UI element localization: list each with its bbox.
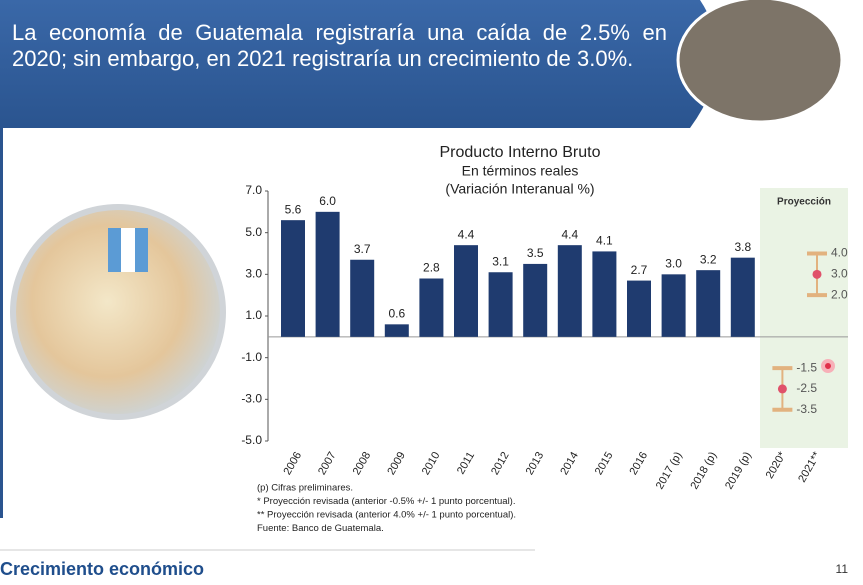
x-tick-label: 2018 (p) (688, 450, 719, 491)
bar-label: 0.6 (388, 307, 405, 321)
chart-subtitle: En términos reales (462, 163, 579, 179)
projection-value: 3.0 (831, 267, 848, 281)
bar (454, 245, 478, 337)
x-tick-label: 2009 (385, 450, 408, 477)
bar (315, 211, 340, 337)
bar-label: 3.2 (700, 252, 717, 266)
note: Fuente: Banco de Guatemala. (257, 523, 384, 534)
bar-label: 2.8 (423, 261, 440, 275)
note: (p) Cifras preliminares. (257, 483, 353, 494)
bar (661, 274, 686, 337)
bar (557, 245, 582, 337)
bar-label: 4.4 (458, 227, 475, 241)
x-tick-label: 2013 (524, 450, 547, 477)
bar-label: 2.7 (631, 263, 648, 277)
projection-value: -3.5 (796, 402, 817, 416)
x-tick-label: 2006 (281, 450, 304, 477)
y-tick-label: 3.0 (245, 267, 262, 281)
map-image (10, 204, 226, 420)
headline: La economía de Guatemala registraría una… (12, 20, 667, 71)
header-band (0, 0, 718, 128)
projection-point (812, 269, 822, 279)
x-tick-label: 2007 (316, 450, 339, 477)
x-tick-label: 2015 (593, 450, 616, 477)
bar-label: 3.0 (665, 257, 682, 271)
bar-label: 5.6 (285, 202, 302, 216)
x-tick-label: 2014 (558, 450, 581, 477)
x-tick-label: 2016 (627, 450, 650, 477)
bar (592, 251, 617, 337)
bar (488, 272, 513, 337)
y-tick-label: -5.0 (241, 433, 262, 447)
x-tick-label: 2010 (420, 450, 443, 477)
chart-subtitle: (Variación Interanual %) (445, 181, 594, 197)
projection-value: -2.5 (796, 381, 817, 395)
bar (696, 270, 721, 337)
bar (281, 220, 305, 337)
bar-label: 3.5 (527, 246, 544, 260)
bar-label: 6.0 (319, 194, 336, 208)
projection-area (760, 188, 848, 448)
projection-value: -1.5 (796, 360, 817, 374)
bar-label: 4.1 (596, 234, 613, 248)
projection-value: 4.0 (831, 246, 848, 260)
bar-label: 3.7 (354, 242, 371, 256)
x-tick-label: 2012 (489, 450, 512, 477)
y-tick-label: -1.0 (241, 350, 262, 364)
projection-value: 2.0 (831, 287, 848, 301)
bar (384, 324, 409, 337)
chart-title: Producto Interno Bruto (440, 144, 601, 161)
y-tick-label: 1.0 (245, 308, 262, 322)
x-tick-label: 2020* (764, 449, 789, 481)
pointer-dot (821, 359, 835, 373)
y-tick-label: 5.0 (245, 225, 262, 239)
bar (523, 263, 548, 337)
x-tick-label: 2008 (351, 450, 374, 477)
flag (121, 228, 135, 272)
y-tick-label: 7.0 (245, 183, 262, 197)
bar-label: 3.8 (734, 240, 751, 254)
x-tick-label: 2019 (p) (723, 450, 754, 491)
footer-section: Crecimiento económico (0, 559, 204, 579)
bar-label: 4.4 (561, 227, 578, 241)
left-rule (0, 128, 3, 518)
bar (350, 259, 375, 337)
bar (419, 278, 444, 337)
projection-label: Proyección (777, 197, 831, 208)
note: * Proyección revisada (anterior -0.5% +/… (257, 496, 515, 507)
x-tick-label: 2017 (p) (654, 450, 685, 491)
bar (627, 280, 651, 337)
header-photo (676, 0, 844, 124)
projection-point (777, 384, 787, 394)
bar (730, 257, 755, 337)
y-tick-label: -3.0 (241, 392, 262, 406)
page-number: 11 (836, 562, 849, 576)
x-tick-label: 2011 (455, 450, 477, 476)
note: ** Proyección revisada (anterior 4.0% +/… (257, 510, 516, 521)
x-tick-label: 2021** (796, 449, 823, 484)
bar-label: 3.1 (492, 254, 509, 268)
